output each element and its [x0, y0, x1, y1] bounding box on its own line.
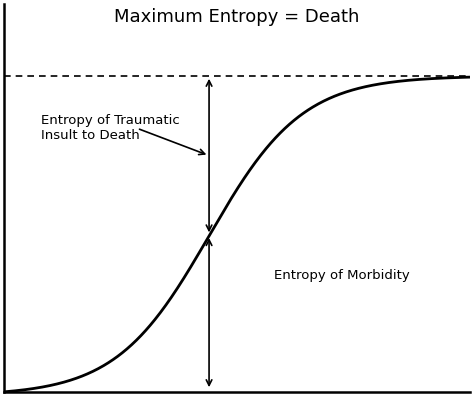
Text: Entropy of Traumatic
Insult to Death: Entropy of Traumatic Insult to Death	[41, 114, 180, 142]
Text: Maximum Entropy = Death: Maximum Entropy = Death	[114, 8, 360, 26]
Text: Entropy of Morbidity: Entropy of Morbidity	[274, 269, 410, 282]
